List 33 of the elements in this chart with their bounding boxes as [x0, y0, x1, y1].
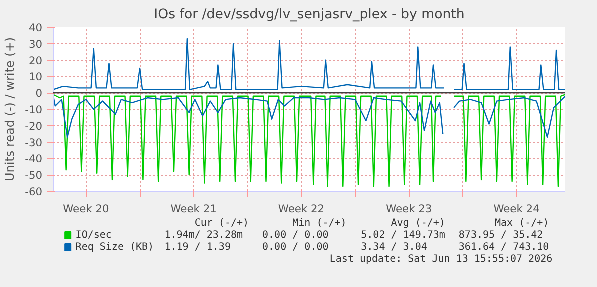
text: 5.02 / 149.73m: [361, 230, 446, 241]
y-tick-label: 30: [28, 38, 43, 51]
y-tick-label: -60: [25, 186, 43, 198]
y-tick-label: 40: [28, 22, 43, 34]
text: Last update: Sat Jun 13 15:55:07 2026: [330, 254, 553, 265]
chart-title: IOs for /dev/ssdvg/lv_senjasrv_plex - by month: [154, 8, 465, 22]
x-tick-label: Week 22: [278, 202, 325, 216]
y-tick-label: -30: [25, 136, 43, 150]
y-tick-label: -10: [25, 104, 43, 116]
y-tick-label: 10: [28, 70, 43, 84]
text: 0.00 / 0.00: [262, 242, 329, 253]
text: 3.34 / 3.04: [361, 242, 428, 253]
text: Max (-/+): [495, 218, 550, 229]
x-tick-label: Week 23: [386, 202, 432, 216]
y-tick-label: -20: [25, 120, 43, 133]
y-axis-title: Units read (-) / write (+): [3, 37, 18, 182]
text: 1.94m/ 23.28m: [164, 230, 244, 241]
x-tick-label: Week 21: [170, 202, 217, 216]
text: 0.00 / 0.00: [262, 230, 329, 241]
legend-label: Req Size (KB): [76, 242, 154, 253]
text: Cur (-/+): [194, 218, 250, 229]
y-tick-label: -40: [25, 152, 43, 166]
text: 1.19 / 1.39: [164, 242, 231, 253]
text: 873.95 / 35.42: [458, 230, 544, 241]
y-tick-label: 20: [28, 54, 43, 68]
text: Avg (-/+): [391, 218, 446, 229]
y-tick-label: 0: [36, 87, 43, 100]
text: Min (-/+): [292, 218, 347, 229]
legend-label: IO/sec: [76, 230, 112, 241]
y-tick-label: -50: [25, 169, 43, 182]
text: 361.64 / 743.10: [458, 242, 550, 253]
x-tick-label: Week 20: [63, 202, 110, 216]
x-tick-label: Week 24: [494, 202, 540, 216]
